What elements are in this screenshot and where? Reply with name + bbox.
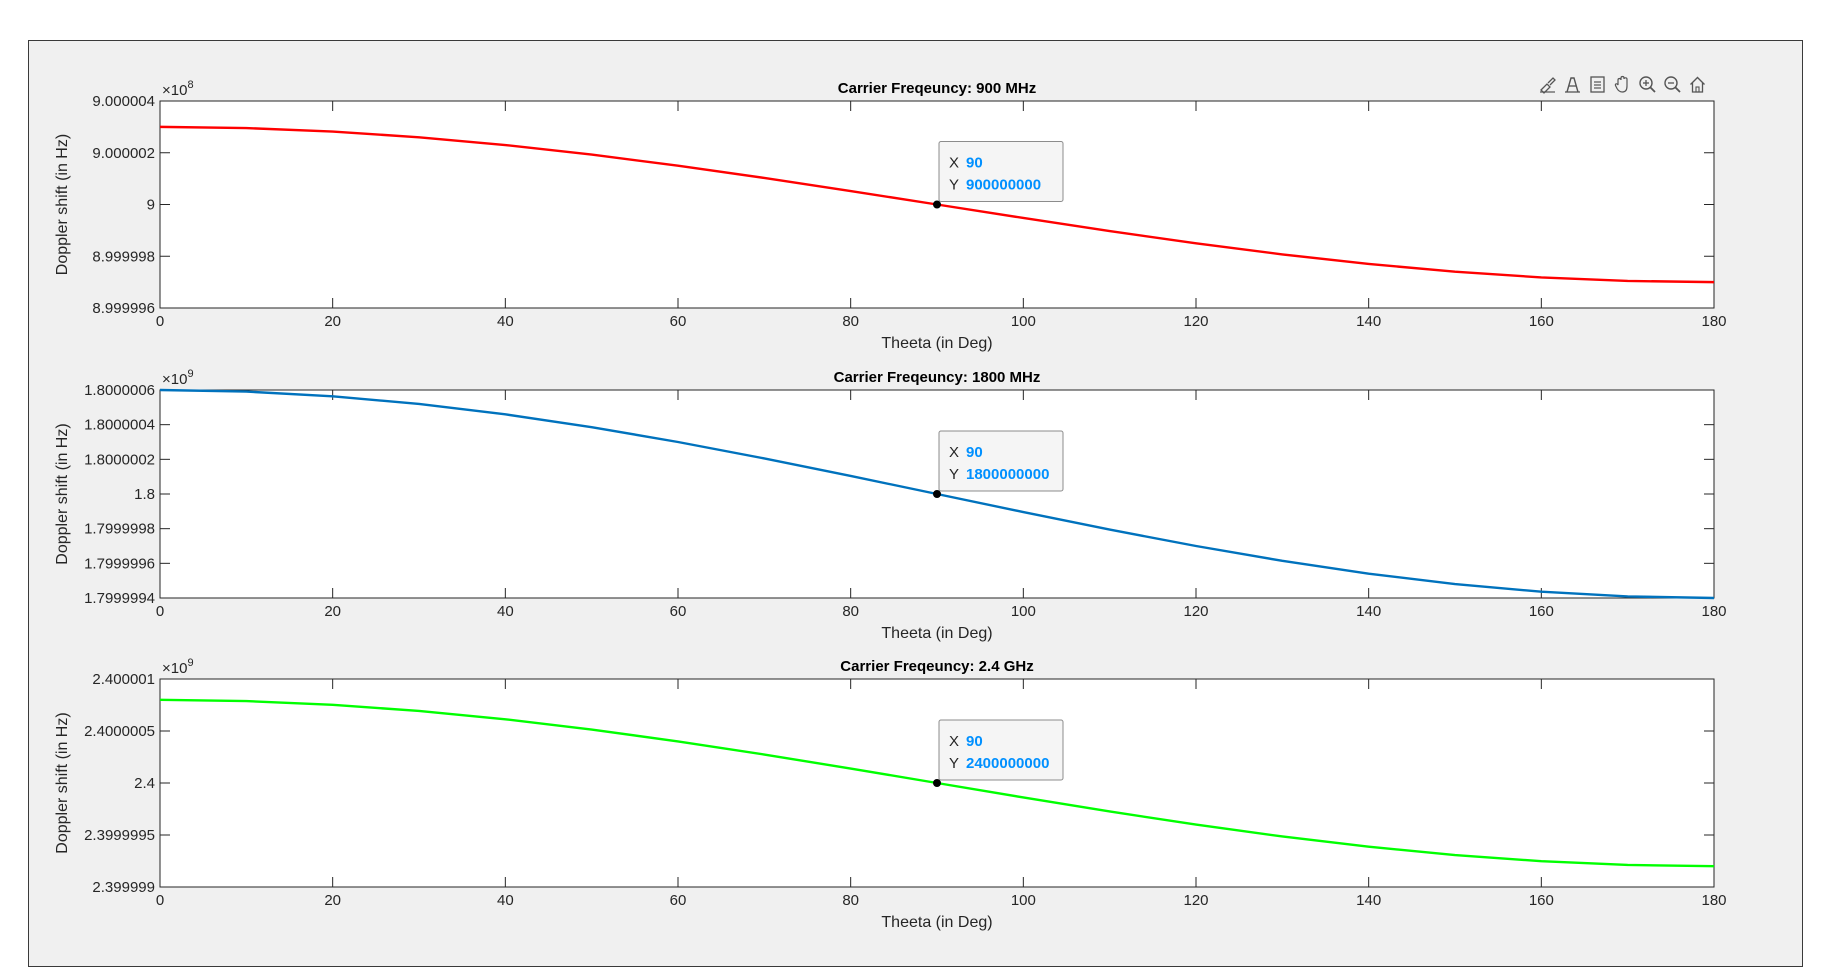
datatip-x-value: 90 <box>966 155 983 172</box>
datatip-box <box>938 141 1064 202</box>
x-tick-label: 160 <box>1529 603 1554 620</box>
x-tick-label: 0 <box>156 313 164 330</box>
x-tick-label: 60 <box>670 603 687 620</box>
y-tick-label: 1.7999994 <box>84 590 155 607</box>
datatip-marker <box>933 779 941 787</box>
chart-panel-3: 0 20 40 60 80 100 120 140 160 180 2.399999 2.399999… <box>54 657 1727 931</box>
datatip-y-value: 900000000 <box>966 177 1041 194</box>
datatip-y-label: Y <box>949 755 959 772</box>
y-tick-label: 1.8000004 <box>84 417 155 434</box>
y-tick-label: 8.999998 <box>92 248 155 265</box>
x-tick-label: 140 <box>1356 603 1381 620</box>
datatip: X 90 Y 2400000000 <box>938 719 1064 781</box>
datatip-box <box>938 430 1064 492</box>
datatip-marker <box>933 490 941 498</box>
datatip-y-label: Y <box>949 177 959 194</box>
x-tick-label: 20 <box>324 892 341 909</box>
x-tick-label: 180 <box>1701 892 1726 909</box>
datatip-y-label: Y <box>949 466 959 483</box>
y-axis-label: Doppler shift (in Hz) <box>54 134 71 275</box>
y-exponent-label: ×109 <box>162 657 194 677</box>
axes-toolbar <box>1537 74 1708 95</box>
chart-panel-2: 0 20 40 60 80 100 120 140 160 180 1.7999994 1.79999… <box>54 368 1727 642</box>
data-tips-icon[interactable] <box>1562 74 1583 95</box>
x-tick-label: 100 <box>1011 313 1036 330</box>
datatip: X 90 Y 900000000 <box>938 141 1064 202</box>
x-tick-label: 180 <box>1701 313 1726 330</box>
zoom-out-icon[interactable] <box>1662 74 1683 95</box>
y-tick-label: 1.8000006 <box>84 382 155 399</box>
chart-title: Carrier Freqeuncy: 1800 MHz <box>834 369 1041 386</box>
x-axis-label: Theeta (in Deg) <box>881 914 992 931</box>
brush-icon[interactable] <box>1537 74 1558 95</box>
y-tick-label: 2.399999 <box>92 879 155 896</box>
datatip-box <box>938 719 1064 781</box>
x-tick-label: 60 <box>670 892 687 909</box>
datatip-x-label: X <box>949 733 959 750</box>
y-tick-label: 1.7999998 <box>84 521 155 538</box>
x-tick-label: 20 <box>324 603 341 620</box>
x-tick-label: 0 <box>156 892 164 909</box>
y-tick-label: 9.000004 <box>92 93 155 110</box>
datatip-x-label: X <box>949 155 959 172</box>
x-tick-label: 100 <box>1011 603 1036 620</box>
y-axis-label: Doppler shift (in Hz) <box>54 423 71 564</box>
y-axis-label: Doppler shift (in Hz) <box>54 712 71 853</box>
y-tick-label: 2.3999995 <box>84 827 155 844</box>
datatip-marker <box>933 200 941 209</box>
x-tick-label: 140 <box>1356 892 1381 909</box>
pan-icon[interactable] <box>1612 74 1633 95</box>
y-tick-label: 2.400001 <box>92 671 155 688</box>
datatip-x-value: 90 <box>966 733 983 750</box>
x-tick-label: 40 <box>497 892 514 909</box>
y-tick-label: 9 <box>147 197 155 214</box>
x-tick-label: 60 <box>670 313 687 330</box>
y-tick-label: 8.999996 <box>92 300 155 317</box>
x-tick-label: 120 <box>1183 603 1208 620</box>
x-tick-label: 40 <box>497 313 514 330</box>
datatip-x-value: 90 <box>966 444 983 461</box>
x-tick-label: 80 <box>842 603 859 620</box>
y-exponent-label: ×109 <box>162 368 194 388</box>
y-exponent-label: ×108 <box>162 79 194 99</box>
restore-view-icon[interactable] <box>1587 74 1608 95</box>
datatip-y-value: 1800000000 <box>966 466 1049 483</box>
axes-box <box>159 389 1715 599</box>
x-tick-label: 120 <box>1183 892 1208 909</box>
x-tick-label: 120 <box>1183 313 1208 330</box>
x-tick-label: 140 <box>1356 313 1381 330</box>
datatip-x-label: X <box>949 444 959 461</box>
x-tick-label: 180 <box>1701 603 1726 620</box>
chart-title: Carrier Freqeuncy: 2.4 GHz <box>840 658 1033 675</box>
x-tick-label: 20 <box>324 313 341 330</box>
y-tick-label: 9.000002 <box>92 145 155 162</box>
x-axis-label: Theeta (in Deg) <box>881 335 992 352</box>
y-tick-label: 2.4000005 <box>84 723 155 740</box>
y-tick-label: 1.8 <box>134 486 155 503</box>
x-tick-label: 80 <box>842 892 859 909</box>
x-tick-label: 160 <box>1529 892 1554 909</box>
chart-title: Carrier Freqeuncy: 900 MHz <box>838 80 1036 97</box>
home-icon[interactable] <box>1687 74 1708 95</box>
x-tick-label: 40 <box>497 603 514 620</box>
x-tick-label: 0 <box>156 603 164 620</box>
chart-panel-1: 0 20 40 60 80 100 120 140 160 180 8.999996 8.999998… <box>54 79 1727 352</box>
x-tick-label: 160 <box>1529 313 1554 330</box>
y-tick-label: 2.4 <box>134 775 155 792</box>
datatip: X 90 Y 1800000000 <box>938 430 1064 492</box>
x-tick-label: 100 <box>1011 892 1036 909</box>
zoom-in-icon[interactable] <box>1637 74 1658 95</box>
y-tick-label: 1.8000002 <box>84 451 155 468</box>
x-tick-label: 80 <box>842 313 859 330</box>
y-tick-label: 1.7999996 <box>84 555 155 572</box>
datatip-y-value: 2400000000 <box>966 755 1049 772</box>
x-axis-label: Theeta (in Deg) <box>881 625 992 642</box>
